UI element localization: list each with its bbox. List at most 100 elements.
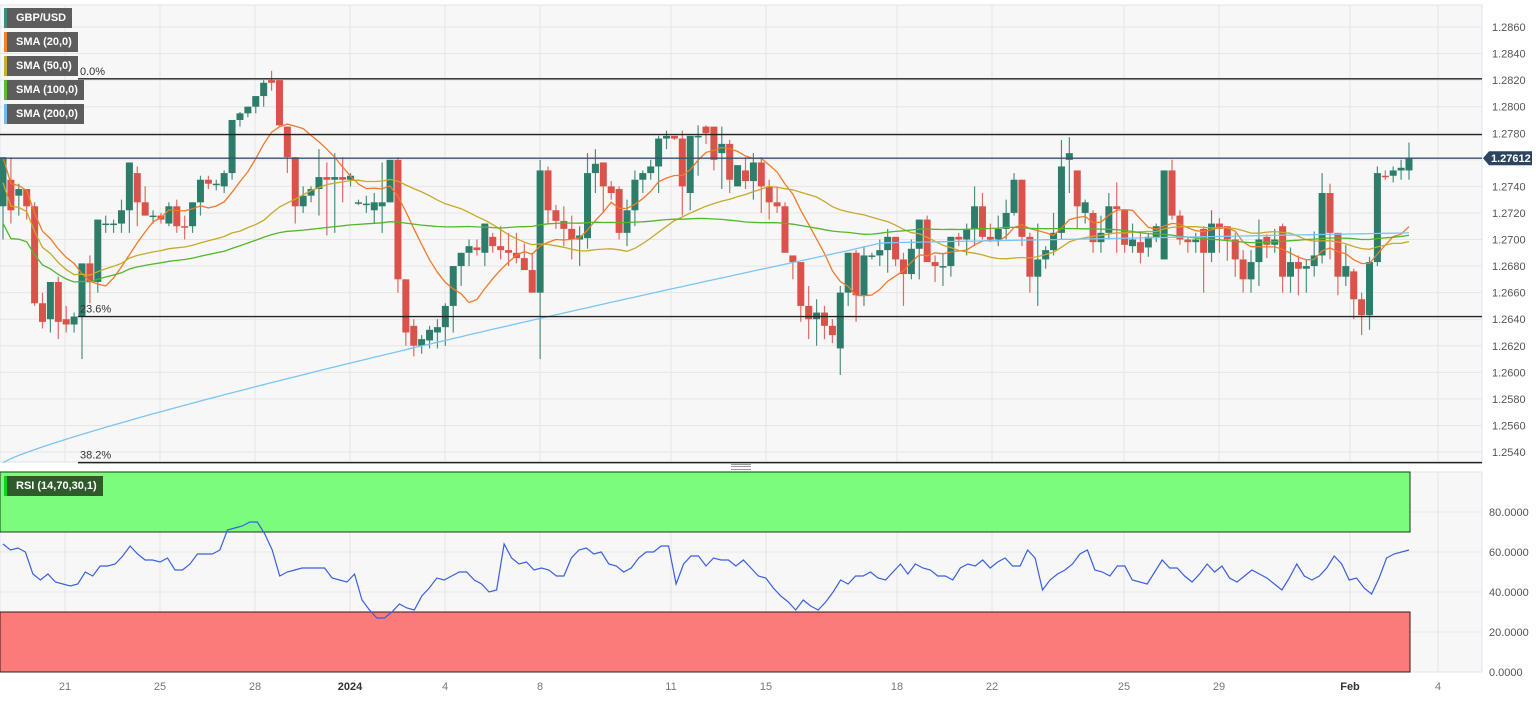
candle <box>892 236 900 260</box>
candle <box>1160 170 1168 260</box>
price-axis-tick: 1.2580 <box>1492 394 1526 406</box>
candle <box>591 163 599 174</box>
candle <box>362 203 370 206</box>
legend-item-sma200[interactable]: SMA (200,0) <box>4 104 84 124</box>
candle <box>86 263 94 282</box>
candle <box>23 189 31 207</box>
candle <box>1287 262 1295 277</box>
candle <box>1255 239 1263 263</box>
candle <box>1192 239 1200 243</box>
candle <box>1358 299 1366 316</box>
candle <box>1184 239 1192 243</box>
price-axis-tick: 1.2860 <box>1492 22 1526 34</box>
legend-item-sma20[interactable]: SMA (20,0) <box>4 32 78 52</box>
candle <box>718 143 726 154</box>
candle <box>1279 226 1287 277</box>
candle <box>465 246 473 253</box>
candle <box>125 162 133 211</box>
candle <box>1010 179 1018 213</box>
candle <box>694 135 702 138</box>
candle <box>268 80 276 83</box>
candle <box>860 255 868 296</box>
candle <box>647 166 655 174</box>
candle <box>1057 166 1065 233</box>
candle <box>449 266 457 306</box>
candle <box>963 228 971 240</box>
candle <box>726 143 734 180</box>
candle <box>623 210 631 233</box>
candle <box>78 263 86 317</box>
candle <box>536 170 544 293</box>
candle <box>457 252 465 267</box>
candle <box>149 215 157 218</box>
candle <box>1097 232 1105 243</box>
candle <box>686 135 694 194</box>
candle <box>1200 228 1208 253</box>
legend-label: SMA (50,0) <box>16 60 72 72</box>
candle <box>1326 193 1334 233</box>
candle <box>741 170 749 182</box>
price-axis-tick: 1.2660 <box>1492 288 1526 300</box>
candle <box>1144 236 1152 248</box>
candle <box>1381 175 1389 178</box>
candle <box>1231 239 1239 260</box>
candle <box>204 179 212 184</box>
candle <box>836 292 844 349</box>
fib-level-label: 23.6% <box>80 304 111 316</box>
legend-item-sma100[interactable]: SMA (100,0) <box>4 80 84 100</box>
price-axis-tick: 1.2560 <box>1492 420 1526 432</box>
candle <box>1002 212 1010 229</box>
candle <box>1121 210 1129 245</box>
price-axis-tick: 1.2840 <box>1492 49 1526 61</box>
candle <box>1176 215 1184 240</box>
date-axis-tick: 4 <box>442 681 448 693</box>
panel-resize-handle[interactable] <box>731 464 751 470</box>
candle <box>323 177 331 180</box>
candle <box>62 319 70 325</box>
candle <box>955 236 963 240</box>
candle <box>15 189 23 196</box>
price-axis-tick: 1.2680 <box>1492 261 1526 273</box>
price-axis-tick: 1.2800 <box>1492 102 1526 114</box>
candle <box>789 255 797 263</box>
candle <box>568 228 576 240</box>
candle <box>410 325 418 346</box>
legend-item-sma50[interactable]: SMA (50,0) <box>4 56 78 76</box>
candle <box>805 305 813 320</box>
candle <box>275 80 283 126</box>
candle <box>899 259 907 275</box>
candle <box>1373 173 1381 263</box>
date-axis-tick: 8 <box>537 681 543 693</box>
candle <box>141 202 149 216</box>
rsi-axis-tick: 20.0000 <box>1489 627 1529 639</box>
candle <box>1065 153 1073 160</box>
price-axis-tick: 1.2700 <box>1492 235 1526 247</box>
candle <box>765 186 773 203</box>
candle <box>1366 262 1374 316</box>
candle <box>354 202 362 204</box>
candle <box>378 202 386 207</box>
candle <box>394 159 402 280</box>
candle <box>7 179 15 211</box>
legend-label: SMA (20,0) <box>16 36 72 48</box>
sma200-line <box>2 232 1410 464</box>
candle <box>1215 223 1223 229</box>
candle <box>1089 212 1097 243</box>
candle <box>1223 226 1231 240</box>
rsi-overbought-zone <box>0 471 1411 533</box>
legend-item-gbpusd[interactable]: GBP/USD <box>4 8 73 28</box>
legend-label: GBP/USD <box>16 12 67 24</box>
candle <box>655 138 663 167</box>
candle <box>386 159 394 203</box>
candle <box>260 82 268 97</box>
rsi-legend-label[interactable]: RSI (14,70,30,1) <box>4 476 103 496</box>
candle <box>481 223 489 253</box>
candle <box>1239 259 1247 280</box>
candle <box>133 173 141 203</box>
candle <box>986 236 994 240</box>
candle <box>852 252 860 296</box>
candle <box>46 282 54 320</box>
candle <box>307 189 315 196</box>
